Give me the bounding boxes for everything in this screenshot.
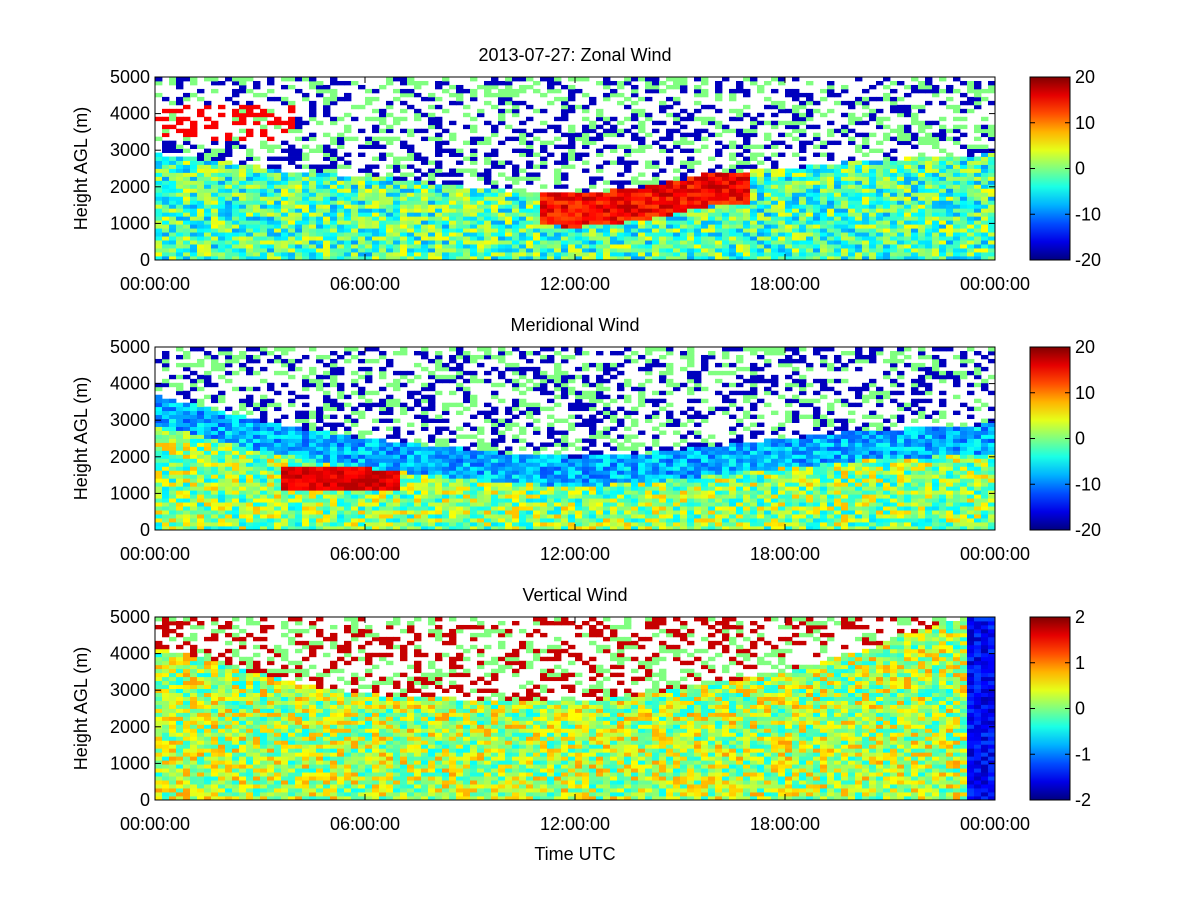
heatmap-cells bbox=[155, 347, 996, 531]
x-tick-label: 00:00:00 bbox=[960, 544, 1030, 564]
x-tick-label: 06:00:00 bbox=[330, 544, 400, 564]
panel-title: Vertical Wind bbox=[522, 585, 627, 605]
x-tick-label: 18:00:00 bbox=[750, 544, 820, 564]
panel-title: 2013-07-27: Zonal Wind bbox=[478, 45, 671, 65]
y-axis-label: Height AGL (m) bbox=[71, 377, 91, 500]
y-tick-label: 1000 bbox=[110, 753, 150, 773]
panel-3: Vertical Wind 0 1000 2000 3000 4000 5000 00:00:… bbox=[71, 585, 1091, 834]
colorbar-tick-label: 20 bbox=[1075, 337, 1095, 357]
colorbar-tick-label: -20 bbox=[1075, 520, 1101, 540]
y-tick-label: 4000 bbox=[110, 644, 150, 664]
y-tick-label: 4000 bbox=[110, 104, 150, 124]
y-tick-label: 3000 bbox=[110, 140, 150, 160]
heatmap-cells bbox=[155, 617, 996, 801]
x-tick-label: 12:00:00 bbox=[540, 274, 610, 294]
x-tick-label: 00:00:00 bbox=[960, 274, 1030, 294]
x-axis-label: Time UTC bbox=[534, 844, 615, 864]
y-axis-label: Height AGL (m) bbox=[71, 647, 91, 770]
x-tick-label: 12:00:00 bbox=[540, 544, 610, 564]
colorbar-tick-label: 10 bbox=[1075, 383, 1095, 403]
colorbar-tick-label: 1 bbox=[1075, 653, 1085, 673]
y-tick-label: 1000 bbox=[110, 213, 150, 233]
x-tick-label: 06:00:00 bbox=[330, 814, 400, 834]
colorbar-tick-label: 2 bbox=[1075, 607, 1085, 627]
panel-2: Meridional Wind 0 1000 2000 3000 4000 5000 00:0… bbox=[71, 315, 1101, 564]
y-tick-label: 0 bbox=[140, 250, 150, 270]
colorbar-tick-label: 0 bbox=[1075, 429, 1085, 449]
y-tick-label: 5000 bbox=[110, 337, 150, 357]
colorbar-tick-label: -2 bbox=[1075, 790, 1091, 810]
colorbar-tick-label: 0 bbox=[1075, 699, 1085, 719]
y-tick-label: 2000 bbox=[110, 447, 150, 467]
x-tick-label: 00:00:00 bbox=[120, 814, 190, 834]
y-tick-label: 5000 bbox=[110, 607, 150, 627]
y-tick-label: 2000 bbox=[110, 717, 150, 737]
y-tick-label: 0 bbox=[140, 790, 150, 810]
colorbar: 20 10 0 -10 -20 bbox=[1029, 67, 1101, 270]
y-tick-label: 4000 bbox=[110, 374, 150, 394]
y-tick-label: 3000 bbox=[110, 680, 150, 700]
panel-1: 2013-07-27: Zonal Wind 0 1000 2000 3000 4000 5… bbox=[71, 45, 1101, 294]
y-tick-label: 0 bbox=[140, 520, 150, 540]
colorbar-tick-label: 0 bbox=[1075, 159, 1085, 179]
colorbar-tick-label: -10 bbox=[1075, 474, 1101, 494]
panel-title: Meridional Wind bbox=[510, 315, 639, 335]
y-tick-label: 5000 bbox=[110, 67, 150, 87]
colorbar-tick-label: 10 bbox=[1075, 113, 1095, 133]
y-tick-label: 1000 bbox=[110, 483, 150, 503]
y-tick-label: 2000 bbox=[110, 177, 150, 197]
x-tick-label: 00:00:00 bbox=[120, 544, 190, 564]
colorbar-tick-label: -10 bbox=[1075, 204, 1101, 224]
colorbar: 2 1 0 -1 -2 bbox=[1029, 607, 1091, 810]
x-tick-label: 18:00:00 bbox=[750, 274, 820, 294]
y-axis-label: Height AGL (m) bbox=[71, 107, 91, 230]
heatmap-cells bbox=[155, 77, 996, 261]
y-tick-label: 3000 bbox=[110, 410, 150, 430]
colorbar-tick-label: -20 bbox=[1075, 250, 1101, 270]
x-tick-label: 00:00:00 bbox=[960, 814, 1030, 834]
x-tick-label: 06:00:00 bbox=[330, 274, 400, 294]
x-tick-label: 00:00:00 bbox=[120, 274, 190, 294]
colorbar: 20 10 0 -10 -20 bbox=[1029, 337, 1101, 540]
x-tick-label: 12:00:00 bbox=[540, 814, 610, 834]
colorbar-tick-label: 20 bbox=[1075, 67, 1095, 87]
colorbar-tick-label: -1 bbox=[1075, 744, 1091, 764]
x-tick-label: 18:00:00 bbox=[750, 814, 820, 834]
